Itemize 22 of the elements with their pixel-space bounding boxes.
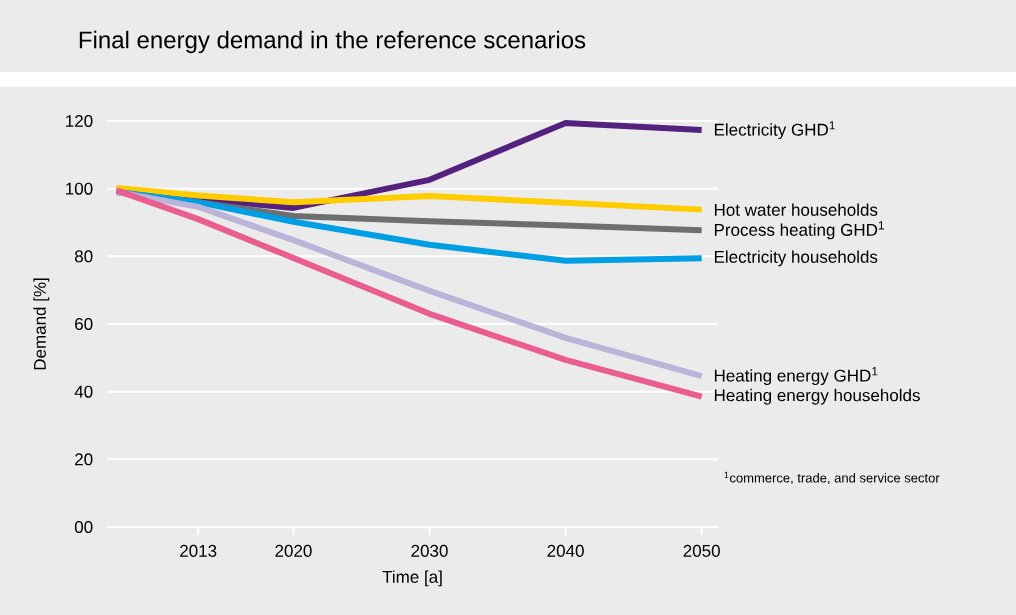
x-tick-label: 2020 (275, 544, 312, 557)
chart-title: Final energy demand in the reference scenarios (79, 30, 586, 54)
y-axis-title: Demand [%] (33, 278, 50, 370)
x-tick-label: 2040 (547, 544, 584, 557)
y-tick-label: 60 (75, 317, 93, 331)
x-tick-label: 2013 (180, 544, 217, 557)
series-label: Heating energy households (714, 388, 920, 405)
series-label: Hot water households (714, 203, 878, 216)
y-tick-label: 20 (75, 453, 93, 466)
series-label: Process heating GHD$^{1}$ (714, 221, 884, 240)
y-tick-label: 100 (66, 182, 93, 195)
text: $^{1}$commerce, trade, and service sector (724, 471, 940, 485)
y-tick-label: 40 (74, 385, 93, 398)
y-tick-label: 00 (74, 520, 93, 534)
y-tick-label: 120 (66, 114, 93, 128)
series-label: Electricity households (714, 250, 878, 267)
series-label: Heating energy GHD$^{1}$ (714, 367, 878, 386)
x-axis-title: Time [a] (382, 570, 442, 587)
x-tick-label: 2030 (411, 544, 448, 557)
series-label: Electricity GHD$^{1}$ (714, 121, 835, 140)
x-tick-label: 2050 (683, 544, 720, 557)
y-tick-label: 80 (74, 250, 93, 263)
